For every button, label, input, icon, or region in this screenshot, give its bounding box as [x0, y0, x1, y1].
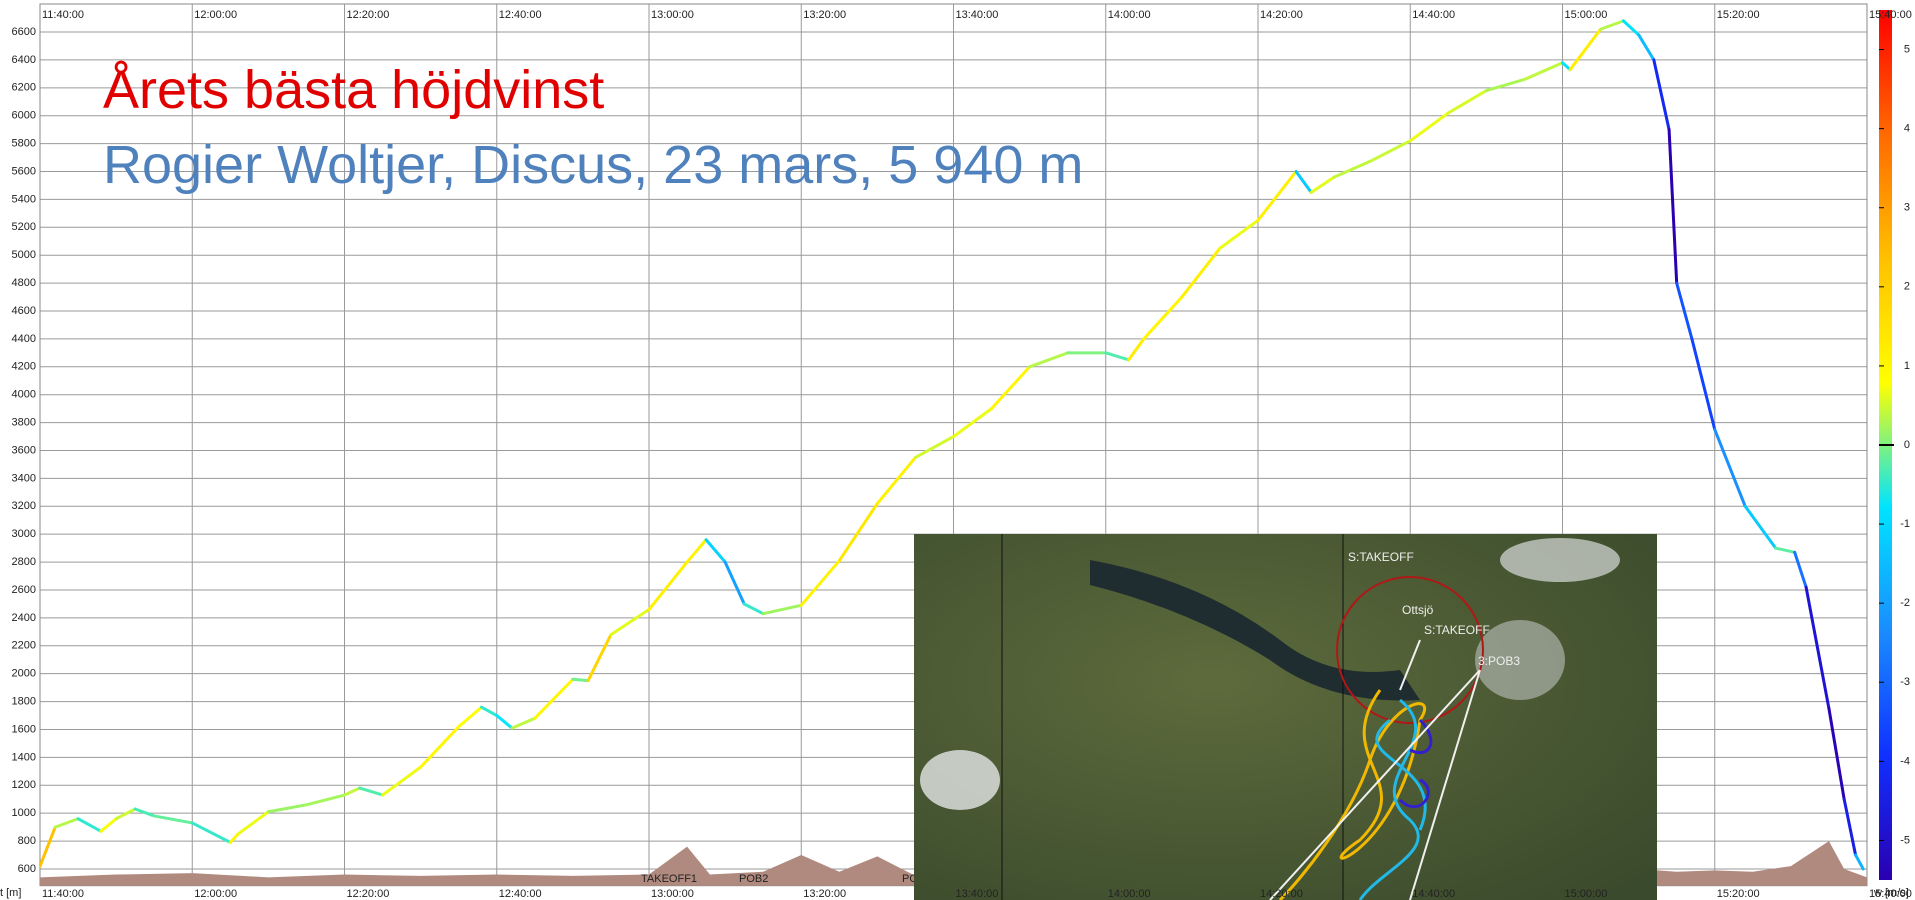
cloud	[920, 750, 1000, 810]
y-tick-label: 3400	[12, 472, 36, 484]
colorbar-tick-label: -4	[1900, 755, 1910, 767]
y-tick-label: 2600	[12, 584, 36, 596]
colorbar-tick-label: 5	[1904, 43, 1910, 55]
y-tick-label: 3200	[12, 500, 36, 512]
x-tick-label: 14:20:00	[1260, 888, 1303, 900]
x-tick-label: 15:20:00	[1717, 888, 1760, 900]
y-tick-label: 5400	[12, 193, 36, 205]
map-background	[914, 534, 1657, 900]
y-tick-label: 1800	[12, 695, 36, 707]
x-tick-label: 14:40:00	[1412, 9, 1455, 21]
colorbar-tick-label: -1	[1900, 518, 1910, 530]
x-tick-label: 13:20:00	[803, 9, 846, 21]
y-tick-label: 5600	[12, 165, 36, 177]
colorbar-tick-label: -5	[1900, 834, 1910, 846]
map-label: S:TAKEOFF	[1348, 550, 1414, 564]
y-axis-label: t [m]	[0, 887, 21, 899]
map-inset: S:TAKEOFF Ottsjö S:TAKEOFF 3:POB3	[914, 534, 1657, 900]
y-tick-label: 3800	[12, 416, 36, 428]
map-label: S:TAKEOFF	[1424, 623, 1490, 637]
x-tick-label: 15:00:00	[1565, 9, 1608, 21]
x-tick-label: 15:40:00	[1869, 9, 1912, 21]
x-tick-label: 13:20:00	[803, 888, 846, 900]
y-tick-label: 6400	[12, 54, 36, 66]
x-tick-label: 12:40:00	[499, 9, 542, 21]
x-tick-label: 13:00:00	[651, 888, 694, 900]
y-tick-label: 2400	[12, 612, 36, 624]
y-tick-label: 1400	[12, 751, 36, 763]
x-tick-label: 12:20:00	[347, 888, 390, 900]
y-tick-label: 5000	[12, 249, 36, 261]
map-label: 3:POB3	[1478, 654, 1520, 668]
y-tick-label: 4600	[12, 305, 36, 317]
y-tick-label: 4800	[12, 277, 36, 289]
x-tick-label: 15:20:00	[1717, 9, 1760, 21]
x-tick-label: 11:40:00	[42, 9, 84, 21]
y-tick-label: 4400	[12, 333, 36, 345]
cloud	[1500, 538, 1620, 582]
colorbar-tick-label: -2	[1900, 597, 1910, 609]
colorbar-tick-label: -3	[1900, 676, 1910, 688]
colorbar-tick-label: 2	[1904, 281, 1910, 293]
x-tick-label: 14:40:00	[1412, 888, 1455, 900]
x-tick-label: 12:00:00	[194, 888, 237, 900]
y-tick-label: 6000	[12, 110, 36, 122]
colorbar-tick-label: 4	[1904, 123, 1910, 135]
y-tick-label: 2000	[12, 668, 36, 680]
x-tick-label: 11:40:00	[42, 888, 84, 900]
x-tick-label: 12:40:00	[499, 888, 542, 900]
colorbar-tick-label: 3	[1904, 202, 1910, 214]
x-tick-label: 13:00:00	[651, 9, 694, 21]
waypoint-label: POB2	[739, 873, 768, 885]
y-tick-label: 6200	[12, 82, 36, 94]
x-tick-label: 12:00:00	[194, 9, 237, 21]
map-label: Ottsjö	[1402, 603, 1434, 617]
y-tick-label: 5800	[12, 138, 36, 150]
x-tick-label: 13:40:00	[956, 888, 999, 900]
y-tick-label: 2800	[12, 556, 36, 568]
x-tick-label: 14:20:00	[1260, 9, 1303, 21]
chart-title: Årets bästa höjdvinst	[103, 60, 604, 120]
y-tick-label: 1200	[12, 779, 36, 791]
y-tick-label: 6600	[12, 26, 36, 38]
y-tick-label: 4000	[12, 389, 36, 401]
y-tick-label: 800	[18, 835, 36, 847]
y-tick-label: 3000	[12, 528, 36, 540]
chart: Årets bästa höjdvinst Rogier Woltjer, Di…	[0, 0, 1915, 900]
chart-subtitle: Rogier Woltjer, Discus, 23 mars, 5 940 m	[103, 135, 1083, 195]
y-tick-label: 1000	[12, 807, 36, 819]
colorbar-tick-label: 1	[1904, 360, 1910, 372]
colorbar-tick-label: 0	[1904, 439, 1910, 451]
x-tick-label: 14:00:00	[1108, 888, 1151, 900]
y-tick-label: 5200	[12, 221, 36, 233]
y-tick-label: 3600	[12, 444, 36, 456]
x-tick-label: 15:00:00	[1565, 888, 1608, 900]
y-tick-label: 4200	[12, 361, 36, 373]
altitude-segment	[573, 679, 588, 680]
x-tick-label: 12:20:00	[347, 9, 390, 21]
waypoint-label: TAKEOFF1	[641, 873, 697, 885]
x-tick-label: 14:00:00	[1108, 9, 1151, 21]
x-tick-label: 13:40:00	[956, 9, 999, 21]
y-tick-label: 1600	[12, 723, 36, 735]
y-tick-label: 600	[18, 863, 36, 875]
y-tick-label: 2200	[12, 640, 36, 652]
x-tick-label: 15:40:00	[1869, 888, 1912, 900]
